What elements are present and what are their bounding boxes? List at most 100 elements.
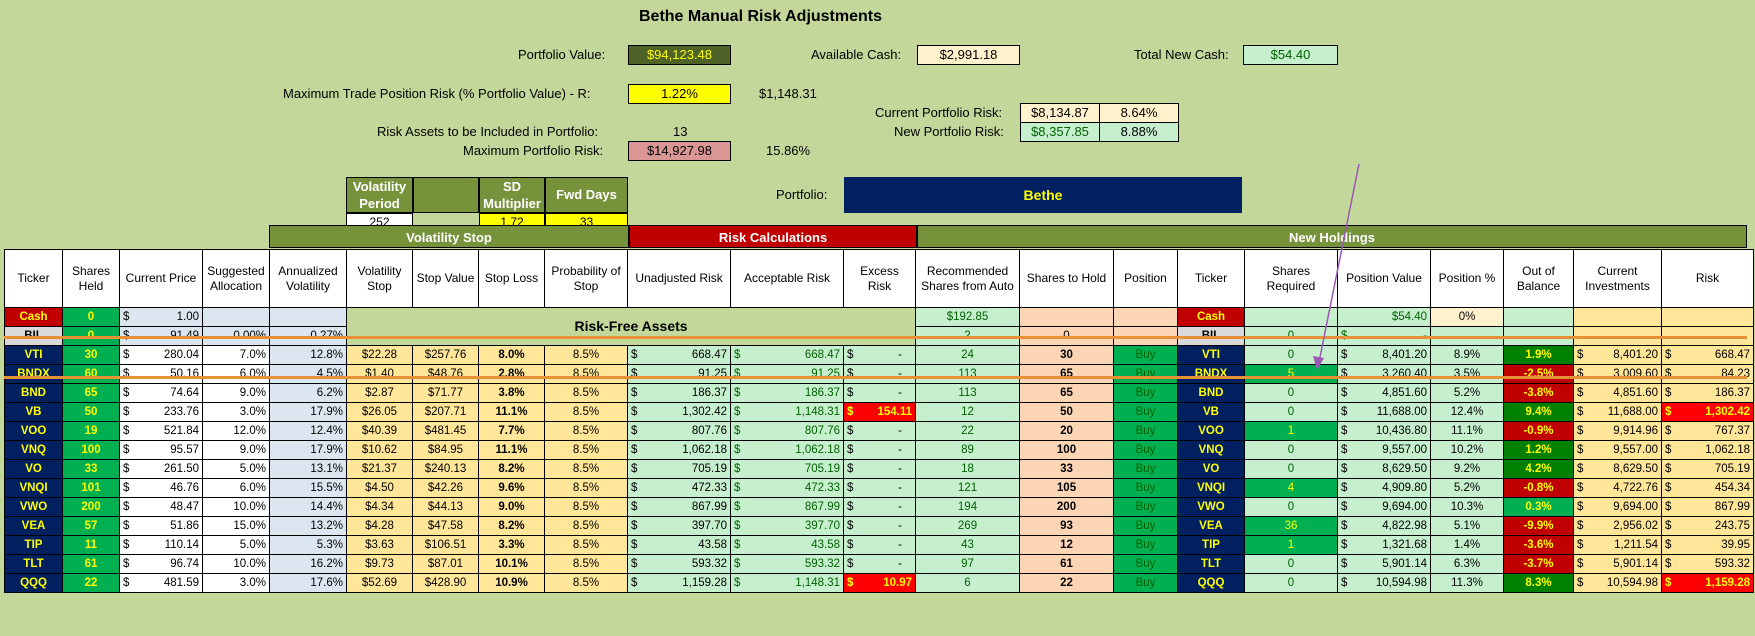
ticker[interactable]: QQQ <box>4 573 63 593</box>
ticker[interactable]: TIP <box>4 535 63 555</box>
risk-dollar-sign: $ <box>1665 462 1672 475</box>
position-buy[interactable]: Buy <box>1113 383 1178 403</box>
ticker[interactable]: VNQ <box>4 440 63 460</box>
shares-to-hold[interactable]: 33 <box>1019 459 1114 479</box>
ticker[interactable]: VTI <box>4 345 63 365</box>
holding-row[interactable]: VO 33 $261.50 5.0% 13.1% $21.37 $240.13 8.2% 8.5… <box>4 459 1754 479</box>
position-buy[interactable]: Buy <box>1113 535 1178 555</box>
suggested-allocation[interactable]: 3.0% <box>202 402 270 422</box>
suggested-allocation[interactable]: 9.0% <box>202 440 270 460</box>
position-buy[interactable]: Buy <box>1113 554 1178 574</box>
suggested-allocation[interactable]: 5.0% <box>202 459 270 479</box>
suggested-allocation[interactable]: 6.0% <box>202 364 270 384</box>
unadjusted-risk-dollar-sign: $ <box>631 386 638 399</box>
acceptable-risk: $1,148.31 <box>730 573 844 593</box>
ticker[interactable]: VWO <box>4 497 63 517</box>
shares-held[interactable]: 11 <box>62 535 120 555</box>
holding-row[interactable]: VOO 19 $521.84 12.0% 12.4% $40.39 $481.45 7.7% 8… <box>4 421 1754 441</box>
shares-to-hold[interactable]: 30 <box>1019 345 1114 365</box>
suggested-allocation[interactable]: 12.0% <box>202 421 270 441</box>
cash-ob <box>1503 307 1574 327</box>
holding-row[interactable]: TIP 11 $110.14 5.0% 5.3% $3.63 $106.51 3.3% 8.5%… <box>4 535 1754 555</box>
suggested-allocation[interactable]: 7.0% <box>202 345 270 365</box>
holding-row[interactable]: BNDX 60 $50.16 6.0% 4.5% $1.40 $48.76 2.8% 8.5% $… <box>4 364 1754 384</box>
holding-row[interactable]: QQQ 22 $481.59 3.0% 17.6% $52.69 $428.90 10.9% 8… <box>4 573 1754 593</box>
position-buy[interactable]: Buy <box>1113 516 1178 536</box>
shares-held[interactable]: 30 <box>62 345 120 365</box>
header-13: Shares to Hold <box>1019 249 1114 308</box>
unadjusted-risk-value: 1,302.42 <box>682 405 727 418</box>
ticker[interactable]: VB <box>4 402 63 422</box>
max-trade-risk-pct[interactable]: 1.22% <box>628 84 731 104</box>
stop-loss: 8.2% <box>478 459 545 479</box>
position-buy[interactable]: Buy <box>1113 440 1178 460</box>
shares-to-hold[interactable]: 20 <box>1019 421 1114 441</box>
position-buy[interactable]: Buy <box>1113 421 1178 441</box>
position-buy[interactable]: Buy <box>1113 364 1178 384</box>
shares-held[interactable]: 60 <box>62 364 120 384</box>
holding-row[interactable]: VTI 30 $280.04 7.0% 12.8% $22.28 $257.76 8.0% 8.… <box>4 345 1754 365</box>
holding-row[interactable]: BND 65 $74.64 9.0% 6.2% $2.87 $71.77 3.8% 8.5% $1… <box>4 383 1754 403</box>
cash-hold[interactable] <box>1019 307 1114 327</box>
suggested-allocation[interactable]: 9.0% <box>202 383 270 403</box>
risk-value: 1,159.28 <box>1705 576 1750 589</box>
cash-row[interactable]: Cash 0 $1.00 Risk-Free Assets $192.85 Ca… <box>4 307 1754 346</box>
portfolio-value[interactable]: $94,123.48 <box>628 45 731 65</box>
ticker[interactable]: TLT <box>4 554 63 574</box>
available-cash[interactable]: $2,991.18 <box>917 45 1020 65</box>
shares-to-hold[interactable]: 65 <box>1019 383 1114 403</box>
suggested-allocation[interactable]: 10.0% <box>202 497 270 517</box>
shares-to-hold[interactable]: 61 <box>1019 554 1114 574</box>
position-buy[interactable]: Buy <box>1113 478 1178 498</box>
suggested-allocation[interactable]: 15.0% <box>202 516 270 536</box>
cash-held[interactable]: 0 <box>62 307 120 327</box>
total-new-cash[interactable]: $54.40 <box>1243 45 1338 65</box>
shares-to-hold[interactable]: 200 <box>1019 497 1114 517</box>
shares-held[interactable]: 22 <box>62 573 120 593</box>
ticker[interactable]: VNQI <box>4 478 63 498</box>
holding-row[interactable]: VNQI 101 $46.76 6.0% 15.5% $4.50 $42.26 9.6% 8.5… <box>4 478 1754 498</box>
shares-held[interactable]: 61 <box>62 554 120 574</box>
shares-held[interactable]: 200 <box>62 497 120 517</box>
ticker[interactable]: VO <box>4 459 63 479</box>
position-buy[interactable]: Buy <box>1113 345 1178 365</box>
shares-to-hold[interactable]: 100 <box>1019 440 1114 460</box>
shares-to-hold[interactable]: 22 <box>1019 573 1114 593</box>
suggested-allocation[interactable]: 3.0% <box>202 573 270 593</box>
shares-to-hold[interactable]: 50 <box>1019 402 1114 422</box>
ticker[interactable]: BNDX <box>4 364 63 384</box>
shares-to-hold[interactable]: 65 <box>1019 364 1114 384</box>
shares-held[interactable]: 57 <box>62 516 120 536</box>
shares-held[interactable]: 100 <box>62 440 120 460</box>
risk-value: 705.19 <box>1714 462 1750 475</box>
position-buy[interactable]: Buy <box>1113 573 1178 593</box>
suggested-allocation[interactable]: 10.0% <box>202 554 270 574</box>
bil-held[interactable]: 0 <box>62 326 120 346</box>
shares-held[interactable]: 19 <box>62 421 120 441</box>
holding-row[interactable]: VEA 57 $51.86 15.0% 13.2% $4.28 $47.58 8.2% 8.5%… <box>4 516 1754 536</box>
holding-row[interactable]: VB 50 $233.76 3.0% 17.9% $26.05 $207.71 11.1% 8.… <box>4 402 1754 422</box>
portfolio-name[interactable]: Bethe <box>844 177 1242 213</box>
position-buy[interactable]: Buy <box>1113 459 1178 479</box>
holding-row[interactable]: VNQ 100 $95.57 9.0% 17.9% $10.62 $84.95 11.1% 8.… <box>4 440 1754 460</box>
ticker[interactable]: VOO <box>4 421 63 441</box>
holding-row[interactable]: TLT 61 $96.74 10.0% 16.2% $9.73 $87.01 10.1% 8.5… <box>4 554 1754 574</box>
probability-of-stop: 8.5% <box>544 345 628 365</box>
shares-to-hold[interactable]: 105 <box>1019 478 1114 498</box>
cash-ticker[interactable]: Cash <box>4 307 63 327</box>
position-buy[interactable]: Buy <box>1113 402 1178 422</box>
shares-to-hold[interactable]: 93 <box>1019 516 1114 536</box>
shares-held[interactable]: 101 <box>62 478 120 498</box>
current-price-dollar-sign: $ <box>123 443 130 456</box>
position-buy[interactable]: Buy <box>1113 497 1178 517</box>
suggested-allocation[interactable]: 5.0% <box>202 535 270 555</box>
holding-row[interactable]: VWO 200 $48.47 10.0% 14.4% $4.34 $44.13 9.0% 8.5… <box>4 497 1754 517</box>
suggested-allocation[interactable]: 6.0% <box>202 478 270 498</box>
shares-held[interactable]: 33 <box>62 459 120 479</box>
ticker[interactable]: VEA <box>4 516 63 536</box>
ticker[interactable]: BND <box>4 383 63 403</box>
shares-held[interactable]: 50 <box>62 402 120 422</box>
shares-to-hold[interactable]: 12 <box>1019 535 1114 555</box>
risk: $39.95 <box>1661 535 1754 555</box>
shares-held[interactable]: 65 <box>62 383 120 403</box>
